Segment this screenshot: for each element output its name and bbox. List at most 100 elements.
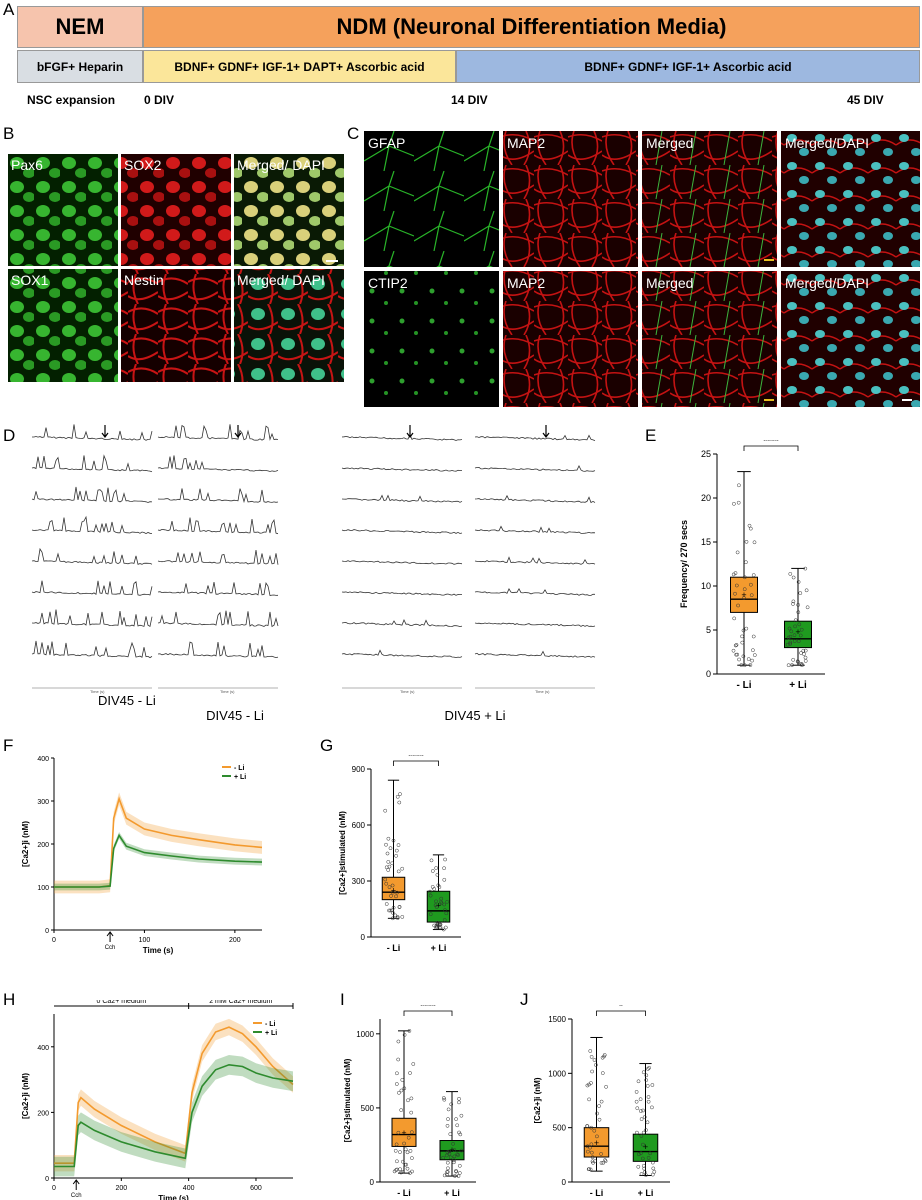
- mean-marker: +: [741, 590, 746, 600]
- traces-right-label-main: DIV45 + Li: [444, 708, 505, 723]
- data-point: [736, 500, 741, 505]
- data-point: [641, 1108, 645, 1113]
- data-point: [741, 654, 746, 659]
- calcium-trace: [157, 582, 279, 596]
- data-point: [457, 1096, 461, 1101]
- region-label: 0 Ca2+ medium: [97, 1000, 147, 1005]
- label-gfap: GFAP: [368, 135, 405, 151]
- x-tick-label: 400: [183, 1185, 195, 1192]
- data-point: [798, 662, 803, 667]
- data-point: [589, 1142, 594, 1147]
- y-tick-label: 200: [37, 1110, 49, 1117]
- label-nestin: Nestin: [124, 272, 164, 288]
- timeline-45div: 45 DIV: [847, 93, 884, 107]
- data-point: [586, 1167, 591, 1172]
- calcium-traces: DIV45 - Li DIV45 - Li DIV45 + Li Time (s…: [31, 424, 596, 723]
- data-point: [391, 838, 396, 843]
- data-point: [642, 1115, 647, 1119]
- mean-marker: +: [436, 900, 441, 910]
- data-point: [386, 868, 391, 872]
- data-point: [442, 1097, 447, 1102]
- data-point: [444, 1153, 449, 1158]
- x-axis-title: Time (s): [143, 946, 174, 955]
- data-point: [801, 648, 806, 653]
- calcium-trace: [157, 517, 279, 535]
- data-point: [428, 912, 433, 917]
- microscopy-grid-c: GFAP MAP2 Merged Merged/DAPI CTIP2 MAP2 …: [364, 131, 920, 407]
- data-point: [592, 1128, 597, 1133]
- data-point: [384, 881, 389, 886]
- data-point: [402, 1033, 407, 1037]
- data-point: [650, 1160, 655, 1165]
- nem-label: NEM: [55, 14, 105, 39]
- y-axis-title: [Ca2+]i (nM): [21, 1073, 30, 1119]
- segment-2-label: BDNF+ GDNF+ IGF-1+ DAPT+ Ascorbic acid: [174, 59, 425, 74]
- data-point: [448, 1155, 453, 1160]
- calcium-trace: [341, 529, 463, 534]
- box: [439, 1140, 465, 1161]
- data-point: [589, 1125, 594, 1130]
- image-merged-dapi-2: [234, 269, 344, 382]
- x-tick-label: 0: [52, 937, 56, 944]
- series-line: [54, 1063, 294, 1168]
- chart-f: 0 100 200 300 400 0 100 200 Time (s) [Ca2+]i (nM)…: [21, 756, 263, 955]
- x-tick-label: + Li: [444, 1188, 460, 1198]
- cch-arrow-icon: [72, 1179, 80, 1190]
- data-point: [398, 792, 402, 796]
- data-point: [385, 851, 390, 856]
- data-point: [599, 1152, 603, 1156]
- significance-bracket: [403, 1010, 453, 1016]
- x-tick-label: - Li: [737, 680, 752, 691]
- data-point: [644, 1078, 649, 1082]
- data-point: [405, 1166, 410, 1171]
- data-point: [805, 605, 810, 610]
- y-tick-label: 0: [562, 1178, 567, 1187]
- data-point: [742, 587, 747, 592]
- data-point: [408, 1071, 412, 1075]
- data-point: [393, 1148, 398, 1153]
- calcium-trace: [31, 515, 153, 535]
- mean-marker: +: [643, 1142, 648, 1152]
- data-point: [390, 916, 395, 921]
- data-point: [732, 616, 737, 621]
- traces-axis-3: Time (s): [400, 689, 415, 694]
- data-point: [789, 629, 794, 634]
- calcium-trace: [474, 650, 596, 658]
- data-point: [796, 610, 801, 615]
- data-point: [443, 925, 448, 930]
- image-ctip2: [364, 271, 499, 407]
- data-point: [399, 1088, 404, 1093]
- data-point: [786, 635, 791, 640]
- significance-bracket: [393, 760, 439, 766]
- calcium-trace: [474, 434, 596, 441]
- data-point: [452, 1154, 457, 1159]
- data-point: [741, 628, 746, 633]
- x-tick-label: - Li: [387, 943, 401, 953]
- significance-label: ****: [763, 440, 779, 447]
- data-point: [395, 916, 400, 920]
- data-point: [387, 864, 392, 869]
- x-tick-label: - Li: [590, 1188, 604, 1198]
- data-point: [407, 1029, 412, 1033]
- chart-h: 0 200 400 0 200 400 600 Time (s) [Ca2+]i (nM) - L…: [21, 1000, 294, 1200]
- data-point: [434, 905, 439, 909]
- data-point: [585, 1144, 590, 1149]
- panel-letter-i: I: [340, 990, 345, 1009]
- data-point: [748, 663, 753, 667]
- data-point: [459, 1148, 464, 1153]
- data-point: [396, 869, 401, 874]
- panel-letter-f: F: [3, 736, 14, 755]
- data-point: [397, 905, 402, 909]
- data-point: [786, 663, 791, 668]
- chart-e: 0 5 10 15 20 25 Frequency/ 270 secs + - Li + + Li *…: [679, 440, 825, 691]
- data-point: [796, 603, 801, 607]
- box: [583, 1127, 610, 1158]
- data-point: [435, 872, 440, 877]
- data-point: [397, 800, 402, 805]
- data-point: [442, 866, 446, 871]
- data-point: [788, 572, 793, 576]
- y-axis-title: [Ca2+]stimulated (nM): [338, 811, 347, 895]
- data-point: [442, 918, 447, 922]
- data-point: [647, 1065, 651, 1070]
- data-point: [442, 902, 447, 907]
